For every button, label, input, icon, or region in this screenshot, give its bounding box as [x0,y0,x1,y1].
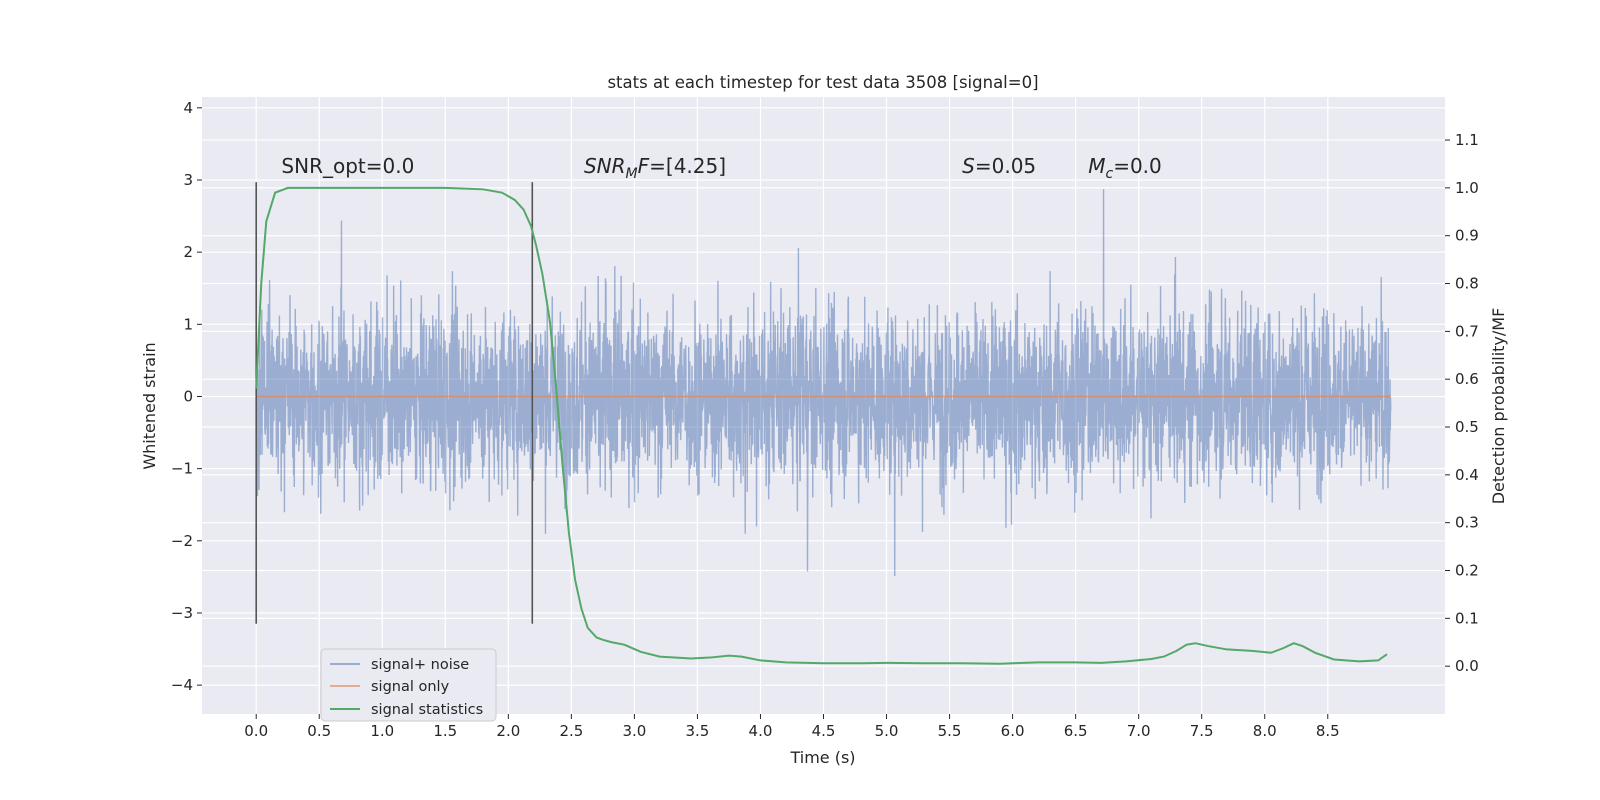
statistics-curve [255,186,1388,665]
y-tick-label: 0 [183,387,193,405]
x-tick-label: 0.0 [244,722,268,740]
annotation-s-value: S=0.05 [962,154,1036,178]
noise-trace [255,189,1392,576]
x-tick-label: 2.0 [496,722,520,740]
x-axis: 0.0 0.5 1.0 1.5 2.0 2.5 3.0 3.5 4.0 4.5 5.0 5.5 6.0 6… [244,714,1340,740]
annotations: SNR_opt=0.0 SNRMF=[4.25] S=0.05 Mc=0.0 [281,154,1161,182]
x-tick-label: 4.0 [749,722,773,740]
x-tick-label: 7.5 [1190,722,1214,740]
y-tick-label: −2 [171,532,193,550]
x-tick-label: 1.0 [370,722,394,740]
y2-tick-label: 0.8 [1455,275,1479,293]
y2-tick-label: 0.6 [1455,370,1479,388]
legend-label-statistics: signal statistics [371,702,483,718]
y-axis-left: 4 3 2 1 0 −1 −2 −3 −4 [171,99,202,694]
x-tick-label: 4.5 [812,722,836,740]
y2-tick-label: 0.2 [1455,562,1479,580]
legend-label-noise: signal+ noise [371,657,469,673]
y-tick-label: 3 [183,171,193,189]
x-tick-label: 3.5 [686,722,710,740]
y2-tick-label: 1.1 [1455,131,1479,149]
x-tick-label: 1.5 [433,722,457,740]
series-signal-statistics [255,186,1388,665]
x-tick-label: 3.0 [622,722,646,740]
y-tick-label: −3 [171,604,193,622]
y2-tick-label: 1.0 [1455,179,1479,197]
series-signal-plus-noise [255,189,1392,576]
event-markers [255,182,534,624]
x-tick-label: 6.5 [1064,722,1088,740]
annotation-snr-mf: SNRMF=[4.25] [584,154,726,182]
y2-tick-label: 0.3 [1455,514,1479,532]
x-tick-label: 6.0 [1001,722,1025,740]
x-tick-label: 8.0 [1253,722,1277,740]
annotation-snr-opt: SNR_opt=0.0 [281,154,414,178]
y-axis-right: 1.1 1.0 0.9 0.8 0.7 0.6 0.5 0.4 0.3 0.2 0.1 0.0 [1445,131,1479,675]
annotation-mc-value: Mc=0.0 [1088,154,1162,182]
x-tick-label: 5.0 [875,722,899,740]
x-tick-label: 8.5 [1316,722,1340,740]
y-tick-label: 2 [183,243,193,261]
legend-box [320,648,497,722]
x-tick-label: 2.5 [559,722,583,740]
y2-tick-label: 0.9 [1455,227,1479,245]
chart-title: stats at each timestep for test data 350… [607,73,1038,92]
legend-label-signal-only: signal only [371,679,450,695]
y-tick-label: 1 [183,315,193,333]
y-tick-label: −4 [171,676,193,694]
y2-tick-label: 0.1 [1455,609,1479,627]
y2-tick-label: 0.5 [1455,418,1479,436]
x-tick-label: 5.5 [938,722,962,740]
y-tick-label: −1 [171,460,193,478]
legend: signal+ noise signal only signal statist… [320,648,497,722]
x-axis-title: Time (s) [789,748,855,767]
y2-axis-title: Detection probability/MF [1489,308,1508,505]
y-tick-label: 4 [183,99,193,117]
y2-tick-label: 0.7 [1455,322,1479,340]
y2-tick-label: 0.0 [1455,657,1479,675]
x-tick-label: 0.5 [307,722,331,740]
x-tick-label: 7.0 [1127,722,1151,740]
y-axis-title: Whitened strain [140,342,159,469]
y2-tick-label: 0.4 [1455,466,1479,484]
